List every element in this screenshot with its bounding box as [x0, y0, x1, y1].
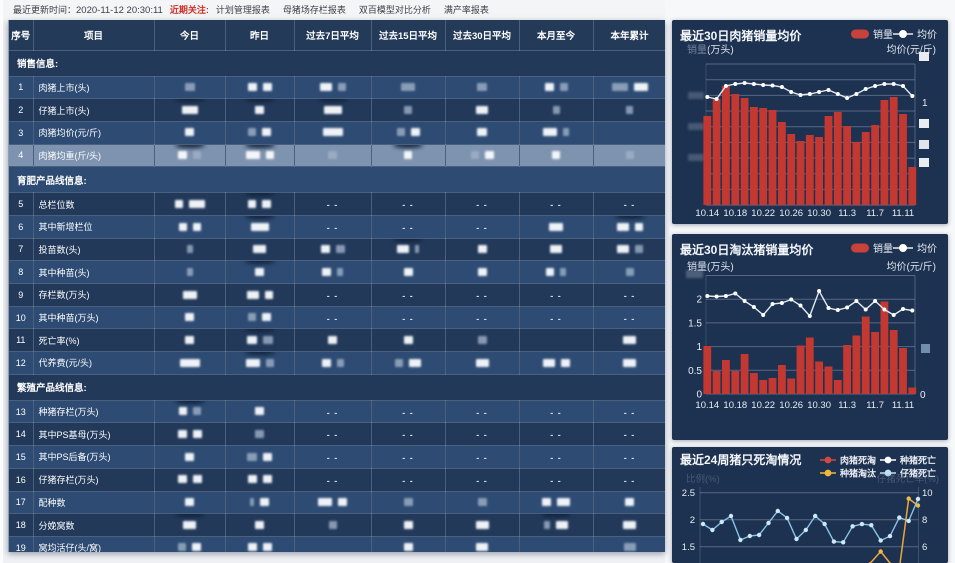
svg-text:销量: 销量	[873, 28, 893, 41]
svg-text:肉猪死淘: 肉猪死淘	[840, 455, 876, 466]
svg-text:1: 1	[922, 98, 928, 109]
svg-text:11.3: 11.3	[838, 400, 856, 411]
svg-text:10.26: 10.26	[779, 400, 803, 411]
svg-text:10.22: 10.22	[751, 400, 775, 411]
svg-text:销量: 销量	[873, 242, 893, 255]
svg-text:11.11: 11.11	[892, 208, 914, 219]
svg-text:均价: 均价	[917, 29, 937, 41]
svg-text:种猪淘汰: 种猪淘汰	[839, 468, 877, 479]
svg-text:2: 2	[696, 295, 702, 306]
svg-text:种猪死亡: 种猪死亡	[899, 455, 936, 466]
svg-text:10.22: 10.22	[751, 208, 775, 219]
svg-text:8: 8	[922, 515, 927, 526]
svg-text:最近30日肉猪销量均价: 最近30日肉猪销量均价	[680, 28, 802, 43]
svg-text:11.3: 11.3	[838, 208, 856, 219]
svg-text:2: 2	[690, 515, 695, 526]
svg-text:最近30日淘汰猪销量均价: 最近30日淘汰猪销量均价	[680, 242, 814, 257]
svg-text:最近24周猪只死淘情况: 最近24周猪只死淘情况	[680, 452, 801, 467]
svg-text:均价(元/斤): 均价(元/斤)	[887, 261, 936, 273]
svg-text:11.11: 11.11	[892, 400, 914, 411]
svg-text:0.5: 0.5	[688, 366, 702, 377]
svg-text:10.14: 10.14	[695, 400, 719, 411]
svg-text:1: 1	[696, 342, 702, 353]
svg-text:10.30: 10.30	[807, 400, 831, 411]
svg-text:2.5: 2.5	[682, 488, 695, 499]
svg-text:仔猪死亡率(%): 仔猪死亡率(%)	[877, 473, 939, 485]
svg-text:10.30: 10.30	[807, 208, 831, 219]
svg-text:10.14: 10.14	[695, 208, 719, 219]
svg-text:11.7: 11.7	[866, 208, 884, 219]
svg-text:1.5: 1.5	[688, 318, 702, 329]
svg-text:比例(%): 比例(%)	[686, 473, 720, 485]
svg-text:10.18: 10.18	[723, 208, 747, 219]
svg-text:6: 6	[922, 542, 927, 553]
svg-text:0: 0	[696, 390, 702, 401]
svg-text:10: 10	[922, 488, 933, 499]
svg-text:10.18: 10.18	[723, 400, 747, 411]
svg-text:仔猪死亡: 仔猪死亡	[900, 468, 936, 479]
svg-text:1.5: 1.5	[682, 542, 695, 553]
svg-text:11.7: 11.7	[866, 400, 884, 411]
svg-text:10.26: 10.26	[779, 208, 803, 219]
svg-text:销量(万头): 销量(万头)	[687, 260, 734, 273]
svg-text:0: 0	[920, 390, 926, 401]
svg-text:均价: 均价	[917, 243, 937, 255]
